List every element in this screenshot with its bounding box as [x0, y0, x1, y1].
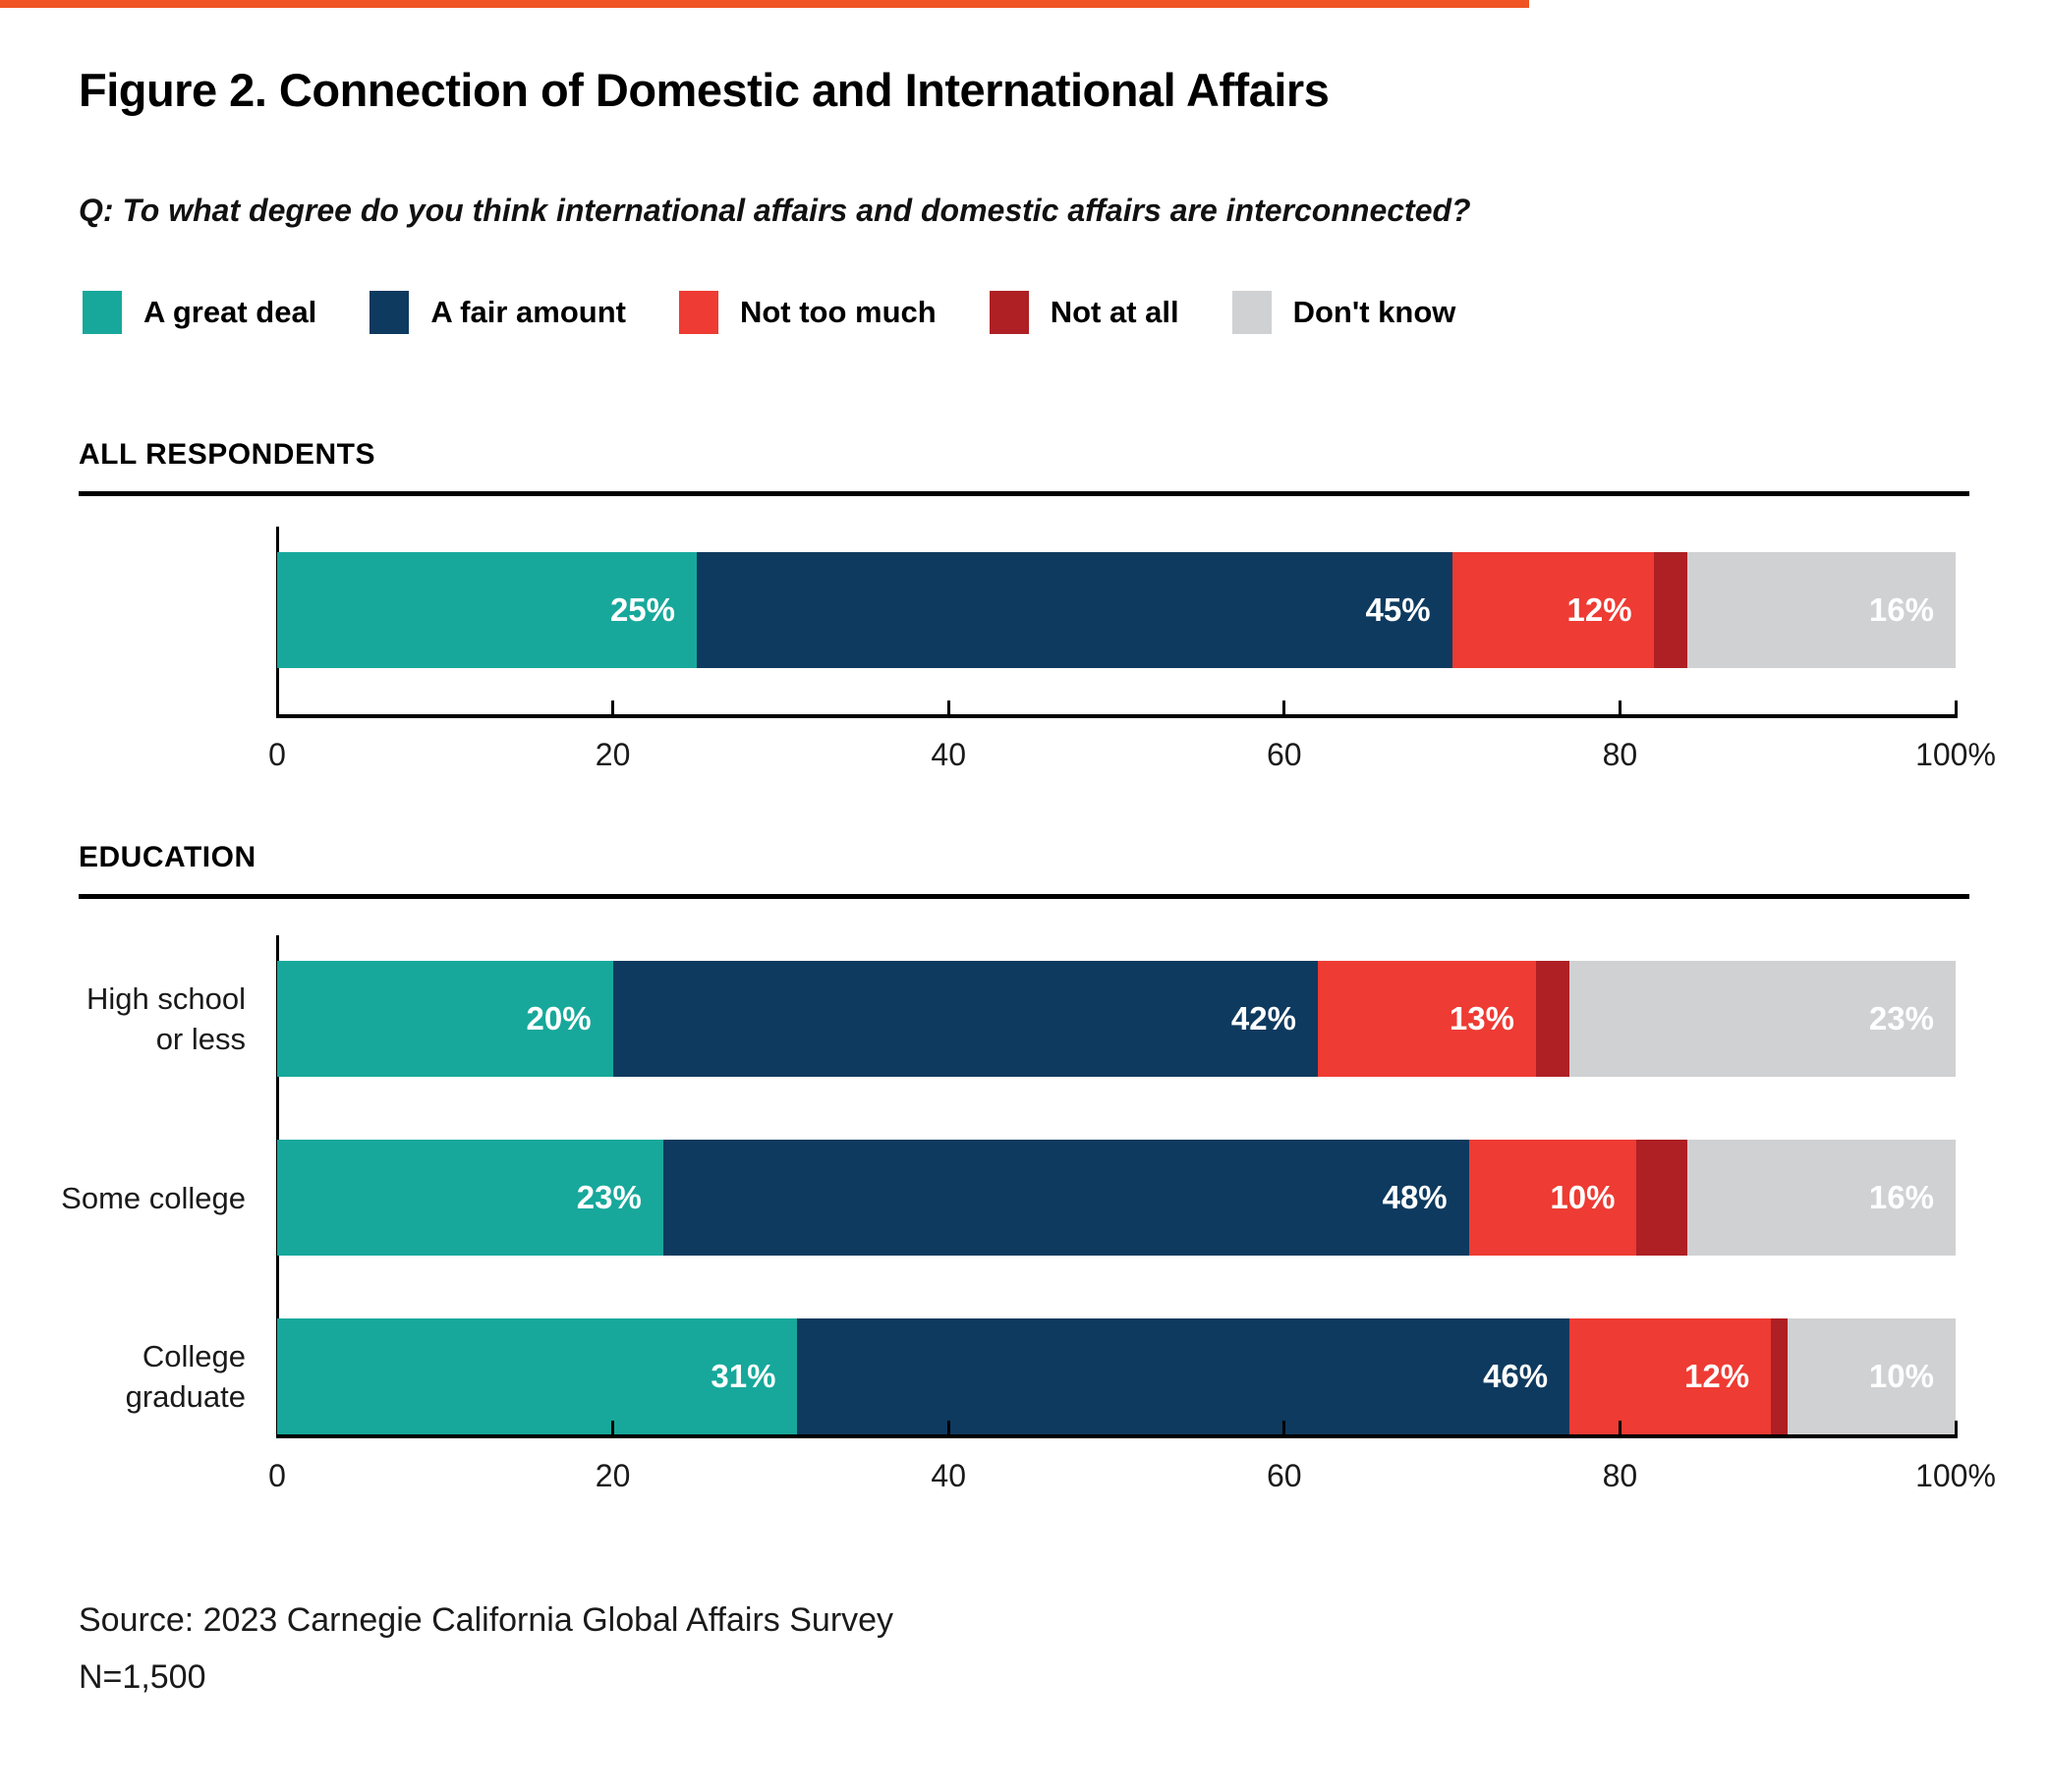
- segment-value-label: 13%: [1449, 1000, 1514, 1036]
- legend-item: Not at all: [989, 291, 1179, 334]
- bar-segment-a-fair-amount: 42%: [612, 961, 1318, 1077]
- bar-segment-not-at-all: [1535, 961, 1570, 1077]
- section-rule: [79, 491, 1969, 496]
- x-axis-tick-label: 0: [268, 737, 286, 772]
- legend-swatch-icon: [1231, 291, 1272, 334]
- legend-label: A fair amount: [430, 295, 626, 329]
- segment-value-label: 10%: [1550, 1179, 1616, 1215]
- stacked-bar: 31% 46% 12% 10%: [277, 1318, 1956, 1434]
- sample-size: N=1,500: [79, 1658, 206, 1696]
- segment-value-label: 16%: [1868, 1179, 1934, 1215]
- segment-value-label: 23%: [1868, 1000, 1934, 1036]
- segment-value-label: 20%: [526, 1000, 592, 1036]
- section-header: EDUCATION: [79, 841, 256, 873]
- stacked-bar: 20% 42% 13% 23%: [277, 961, 1956, 1077]
- legend-item: A great deal: [83, 291, 316, 334]
- bar-segment-don-t-know: 16%: [1686, 1140, 1956, 1256]
- x-axis-tick: [1282, 700, 1286, 714]
- x-axis-line: [277, 714, 1958, 718]
- segment-value-label: 48%: [1382, 1179, 1448, 1215]
- category-label: College graduate: [0, 1318, 246, 1434]
- segment-value-label: 46%: [1483, 1358, 1549, 1394]
- segment-value-label: 31%: [711, 1358, 776, 1394]
- bar-segment-don-t-know: 10%: [1788, 1318, 1956, 1434]
- x-axis-tick-label: 20: [595, 737, 631, 772]
- x-axis-tick-label: 40: [931, 1458, 966, 1493]
- legend-label: A great deal: [143, 295, 317, 329]
- bar-segment-a-great-deal: 25%: [277, 552, 697, 668]
- category-label-line: Some college: [61, 1180, 246, 1215]
- source-note: Source: 2023 Carnegie California Global …: [79, 1592, 893, 1706]
- segment-value-label: 42%: [1230, 1000, 1296, 1036]
- x-axis-tick: [946, 1421, 950, 1434]
- segment-value-label: 12%: [1566, 591, 1632, 628]
- x-axis-tick: [1954, 1421, 1958, 1434]
- legend-label: Don't know: [1292, 295, 1456, 329]
- x-axis-tick: [1618, 700, 1621, 714]
- x-axis-tick-label: 40: [931, 737, 966, 772]
- segment-value-label: 10%: [1868, 1358, 1934, 1394]
- legend-item: Don't know: [1231, 291, 1456, 334]
- top-accent-rule: [0, 0, 1529, 8]
- x-axis-tick: [1282, 1421, 1286, 1434]
- x-axis-tick-label: 100%: [1915, 737, 1996, 772]
- bar-segment-not-at-all: [1636, 1140, 1687, 1256]
- legend-swatch-icon: [678, 291, 718, 334]
- stacked-bar: 23% 48% 10% 16%: [277, 1140, 1956, 1256]
- segment-value-label: 45%: [1365, 591, 1431, 628]
- legend-swatch-icon: [83, 291, 122, 334]
- bar-segment-a-great-deal: 23%: [277, 1140, 663, 1256]
- x-axis-tick-label: 80: [1602, 737, 1638, 772]
- category-label-line: or less: [155, 1022, 246, 1056]
- segment-value-label: 23%: [576, 1179, 642, 1215]
- legend-item: A fair amount: [370, 291, 626, 334]
- legend-label: Not at all: [1050, 295, 1179, 329]
- x-axis-tick: [1618, 1421, 1621, 1434]
- bar-segment-a-fair-amount: 46%: [797, 1318, 1570, 1434]
- x-axis-tick-label: 60: [1267, 1458, 1302, 1493]
- category-label: High school or less: [0, 961, 246, 1077]
- x-axis-tick: [946, 700, 950, 714]
- category-label-line: graduate: [125, 1379, 246, 1414]
- legend: A great deal A fair amount Not too much Not…: [83, 291, 1455, 334]
- x-axis-tick-label: 60: [1267, 737, 1302, 772]
- x-axis-tick: [611, 1421, 615, 1434]
- section-rule: [79, 894, 1969, 899]
- survey-question: Q: To what degree do you think internati…: [79, 193, 1471, 228]
- legend-swatch-icon: [370, 291, 410, 334]
- legend-item: Not too much: [678, 291, 937, 334]
- category-label-line: College: [142, 1339, 246, 1373]
- figure-title: Figure 2. Connection of Domestic and Int…: [79, 64, 1330, 116]
- section-header: ALL RESPONDENTS: [79, 438, 375, 471]
- bar-segment-not-too-much: 13%: [1317, 961, 1536, 1077]
- bar-segment-don-t-know: 16%: [1686, 552, 1956, 668]
- x-axis-line: [277, 1434, 1958, 1438]
- bar-segment-don-t-know: 23%: [1569, 961, 1956, 1077]
- bar-segment-a-great-deal: 31%: [277, 1318, 798, 1434]
- x-axis-tick-label: 80: [1602, 1458, 1638, 1493]
- bar-segment-not-at-all: [1653, 552, 1687, 668]
- bar-segment-not-too-much: 10%: [1468, 1140, 1637, 1256]
- bar-segment-not-too-much: 12%: [1451, 552, 1654, 668]
- x-axis-tick-label: 0: [268, 1458, 286, 1493]
- x-axis-tick-label: 20: [595, 1458, 631, 1493]
- bar-segment-not-at-all: [1771, 1318, 1789, 1434]
- bar-segment-a-fair-amount: 45%: [697, 552, 1452, 668]
- bar-segment-a-fair-amount: 48%: [662, 1140, 1469, 1256]
- legend-swatch-icon: [989, 291, 1029, 334]
- x-axis-tick: [611, 700, 615, 714]
- segment-value-label: 16%: [1868, 591, 1934, 628]
- stacked-bar: 25% 45% 12% 16%: [277, 552, 1956, 668]
- category-label-line: High school: [86, 981, 246, 1016]
- category-label: Some college: [0, 1140, 246, 1256]
- x-axis-tick: [1954, 700, 1958, 714]
- x-axis-tick-label: 100%: [1915, 1458, 1996, 1493]
- source-line: Source: 2023 Carnegie California Global …: [79, 1601, 894, 1639]
- bar-segment-a-great-deal: 20%: [277, 961, 613, 1077]
- segment-value-label: 12%: [1684, 1358, 1750, 1394]
- legend-label: Not too much: [739, 295, 937, 329]
- segment-value-label: 25%: [609, 591, 675, 628]
- bar-segment-not-too-much: 12%: [1569, 1318, 1772, 1434]
